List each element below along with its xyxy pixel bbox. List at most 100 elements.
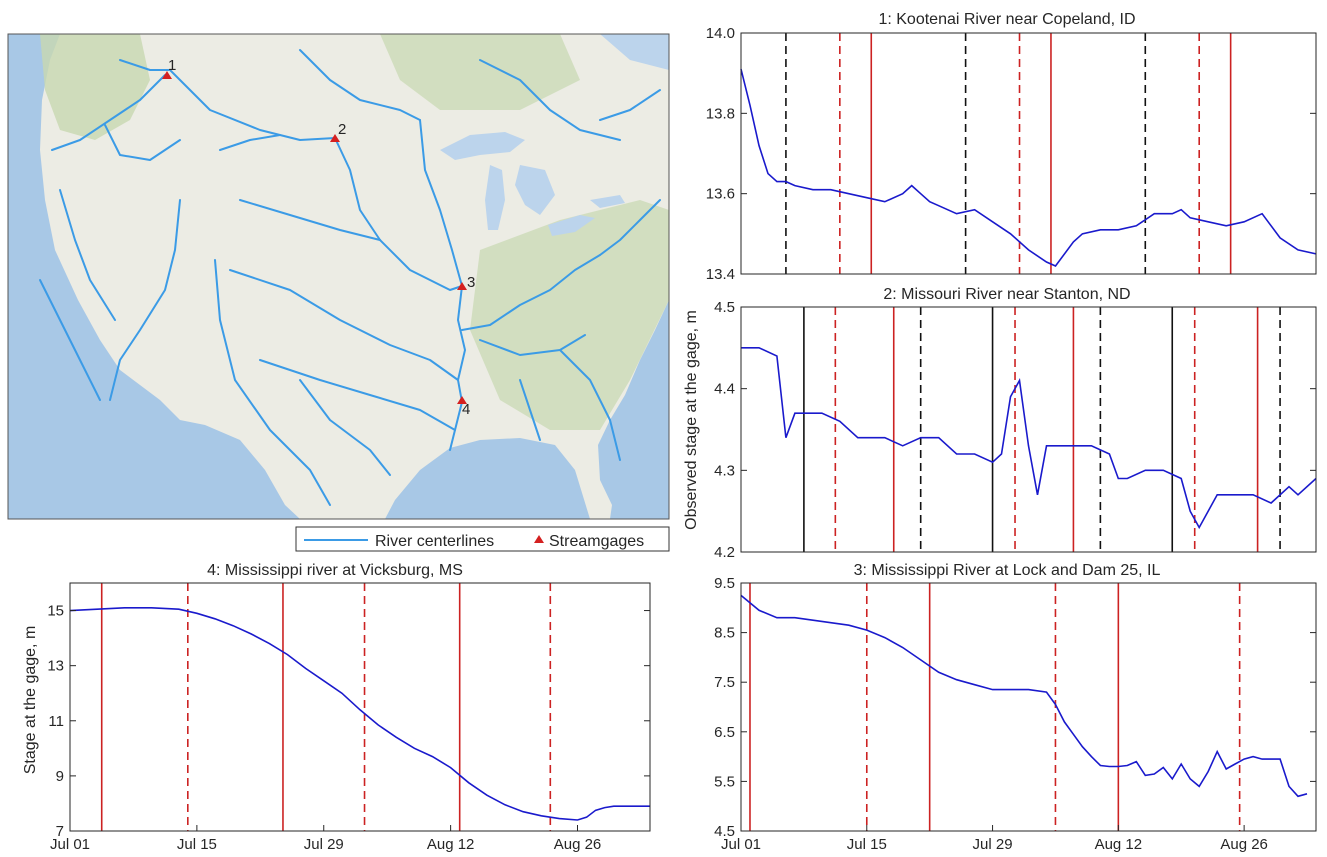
map-panel: 1 2 3 4 bbox=[7, 33, 670, 520]
chart-3-ytick-label: 4.5 bbox=[714, 823, 735, 840]
gage-label-1: 1 bbox=[168, 57, 176, 74]
chart-4-ytick-label: 15 bbox=[47, 603, 64, 620]
chart-4-frame bbox=[69, 582, 651, 832]
river-north-2 bbox=[479, 59, 621, 141]
map-lake-huron bbox=[515, 165, 555, 215]
river-southeast bbox=[519, 379, 541, 441]
chart-3-frame bbox=[740, 582, 1317, 832]
chart-1-ytick-label: 13.4 bbox=[706, 266, 735, 283]
chart-1-y-ticks: 13.4 13.6 13.8 14.0 bbox=[706, 25, 1316, 283]
map-lake-ontario bbox=[590, 195, 625, 208]
map-lake-michigan bbox=[485, 165, 505, 230]
map-lake-erie bbox=[548, 215, 595, 236]
chart-3-ytick-label: 7.5 bbox=[714, 674, 735, 691]
river-ohio bbox=[461, 254, 601, 331]
river-upper-missouri-branch bbox=[119, 59, 171, 71]
river-red bbox=[259, 359, 456, 431]
chart-4-xtick-label: Jul 29 bbox=[304, 836, 344, 853]
chart-2-panel: 2: Missouri River near Stanton, ND 4.2 4.… bbox=[683, 286, 1317, 561]
chart-2-vlines bbox=[803, 307, 1281, 552]
river-northeast bbox=[599, 89, 661, 121]
river-mississippi bbox=[419, 119, 466, 451]
chart-4-title: 4: Mississippi river at Vicksburg, MS bbox=[207, 562, 463, 579]
chart-4-xtick-label: Jul 01 bbox=[50, 836, 90, 853]
map-hudson-bay-water bbox=[600, 34, 669, 70]
chart-4-xtick-label: Aug 26 bbox=[554, 836, 602, 853]
map-gages: 1 2 3 4 bbox=[162, 57, 475, 418]
river-missouri bbox=[169, 69, 463, 291]
river-brazos bbox=[299, 379, 391, 476]
river-columbia bbox=[51, 74, 166, 151]
chart-4-ytick-label: 9 bbox=[56, 768, 64, 785]
chart-3-ytick-label: 8.5 bbox=[714, 625, 735, 642]
map-vegetation-east bbox=[470, 200, 669, 430]
chart-4-x-ticks: Jul 01 Jul 15 Jul 29 Aug 12 Aug 26 bbox=[50, 825, 601, 853]
legend-gage-label: Streamgages bbox=[549, 533, 644, 550]
chart-1-series-line bbox=[740, 68, 1317, 267]
chart-3-ytick-label: 6.5 bbox=[714, 724, 735, 741]
map-legend: River centerlines Streamgages bbox=[295, 526, 670, 552]
gage-marker-4: 4 bbox=[457, 396, 470, 418]
chart-4-series-line bbox=[69, 607, 650, 821]
river-rio-grande bbox=[214, 259, 331, 506]
map-lake-superior bbox=[440, 132, 525, 160]
chart-3-xtick-label: Jul 01 bbox=[721, 836, 761, 853]
chart-3-x-ticks: Jul 01 Jul 15 Jul 29 Aug 12 Aug 26 bbox=[721, 825, 1268, 853]
chart-4-xtick-label: Jul 15 bbox=[177, 836, 217, 853]
gage-label-2: 2 bbox=[338, 121, 346, 138]
legend-river-label: River centerlines bbox=[375, 533, 494, 550]
river-east-1 bbox=[599, 199, 661, 256]
chart-4-ylabel: Stage at the gage, m bbox=[22, 626, 39, 775]
chart-4-ytick-label: 7 bbox=[56, 823, 64, 840]
chart-3-y-ticks: 4.5 5.5 6.5 7.5 8.5 9.5 bbox=[714, 575, 1316, 840]
chart-2-ytick-label: 4.5 bbox=[714, 299, 735, 316]
chart-3-panel: 3: Mississippi River at Lock and Dam 25,… bbox=[714, 562, 1317, 853]
chart-3-vlines bbox=[749, 583, 1241, 831]
chart-2-ylabel: Observed stage at the gage, m bbox=[683, 310, 700, 530]
gage-marker-2: 2 bbox=[330, 121, 346, 142]
chart-3-ytick-label: 5.5 bbox=[714, 773, 735, 790]
river-arkansas bbox=[229, 269, 459, 381]
river-west-coast bbox=[39, 279, 101, 401]
gage-marker-3: 3 bbox=[457, 274, 475, 291]
chart-1-panel: 1: Kootenai River near Copeland, ID 13.4… bbox=[706, 11, 1317, 283]
map-frame bbox=[7, 33, 670, 520]
chart-2-y-ticks: 4.2 4.3 4.4 4.5 bbox=[714, 299, 1316, 561]
gage-label-4: 4 bbox=[462, 401, 470, 418]
river-sacramento bbox=[59, 189, 116, 321]
river-north-1 bbox=[299, 49, 421, 121]
gage-label-3: 3 bbox=[467, 274, 475, 291]
river-platte bbox=[239, 199, 381, 241]
chart-4-y-ticks: 7 9 11 13 15 bbox=[47, 603, 650, 840]
chart-2-ytick-label: 4.2 bbox=[714, 544, 735, 561]
chart-2-ytick-label: 4.4 bbox=[714, 381, 735, 398]
chart-4-ytick-label: 11 bbox=[48, 713, 64, 730]
chart-4-xtick-label: Aug 12 bbox=[427, 836, 475, 853]
chart-4-panel: 4: Mississippi river at Vicksburg, MS 7 9… bbox=[22, 562, 651, 853]
legend-gage-swatch bbox=[534, 535, 544, 543]
map-rivers bbox=[39, 49, 661, 506]
river-colorado bbox=[109, 199, 181, 401]
chart-1-ytick-label: 13.6 bbox=[706, 186, 735, 203]
chart-2-title: 2: Missouri River near Stanton, ND bbox=[883, 286, 1130, 303]
chart-3-title: 3: Mississippi River at Lock and Dam 25,… bbox=[854, 562, 1161, 579]
chart-3-series-line bbox=[740, 594, 1308, 798]
river-tennessee bbox=[479, 334, 586, 356]
chart-1-vlines bbox=[785, 33, 1232, 274]
chart-1-frame bbox=[740, 32, 1317, 275]
chart-2-frame bbox=[740, 306, 1317, 553]
river-snake bbox=[104, 124, 181, 161]
chart-3-ytick-label: 9.5 bbox=[714, 575, 735, 592]
chart-3-xtick-label: Aug 26 bbox=[1220, 836, 1268, 853]
river-east-2 bbox=[559, 349, 621, 461]
chart-4-ytick-label: 13 bbox=[47, 658, 64, 675]
chart-3-xtick-label: Jul 29 bbox=[973, 836, 1013, 853]
chart-3-xtick-label: Aug 12 bbox=[1095, 836, 1143, 853]
chart-1-title: 1: Kootenai River near Copeland, ID bbox=[878, 11, 1135, 28]
chart-1-ytick-label: 14.0 bbox=[706, 25, 735, 42]
chart-2-series-line bbox=[741, 347, 1317, 530]
river-yellowstone bbox=[219, 134, 281, 151]
gage-marker-1: 1 bbox=[162, 57, 176, 79]
chart-4-vlines bbox=[100, 583, 552, 831]
